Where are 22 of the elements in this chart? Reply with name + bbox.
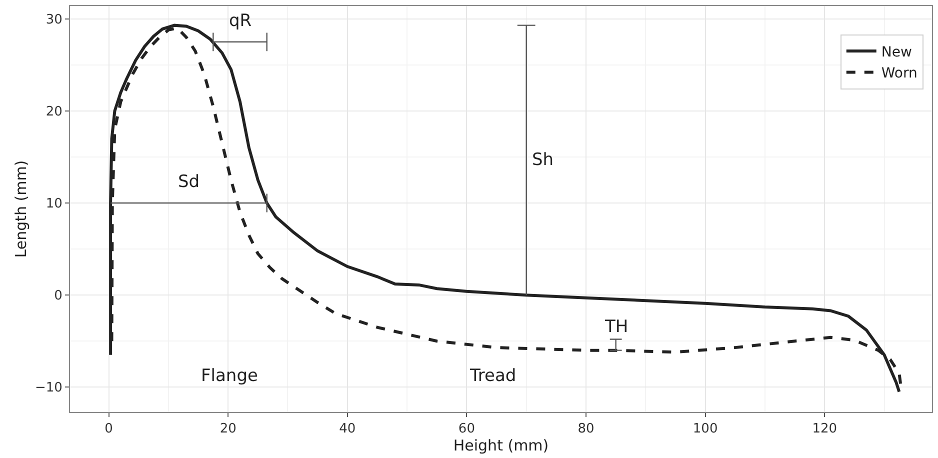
y-tick-label: 20 xyxy=(46,104,62,120)
y-axis-title: Length (mm) xyxy=(12,160,30,258)
y-tick-label: −10 xyxy=(34,380,62,396)
legend-label: New xyxy=(881,44,912,60)
annotation: Tread xyxy=(469,366,516,386)
x-axis-title: Height (mm) xyxy=(453,436,549,455)
annotation: Flange xyxy=(201,366,258,386)
legend-label: Worn xyxy=(881,66,918,82)
series-label: qR xyxy=(229,11,252,31)
series-label: Sd xyxy=(178,172,200,192)
y-tick-label: 0 xyxy=(54,288,62,304)
x-tick-label: 100 xyxy=(692,422,718,437)
x-tick-label: 80 xyxy=(578,422,594,437)
series-label: Sh xyxy=(532,150,554,170)
y-tick-label: 10 xyxy=(46,196,62,212)
series-label: TH xyxy=(604,317,628,337)
x-tick-label: 60 xyxy=(458,422,475,437)
x-tick-label: 20 xyxy=(220,422,236,437)
x-tick-label: 120 xyxy=(812,422,838,437)
x-tick-label: 0 xyxy=(104,422,113,437)
x-tick-label: 40 xyxy=(339,422,356,437)
y-tick-label: 30 xyxy=(46,12,62,28)
